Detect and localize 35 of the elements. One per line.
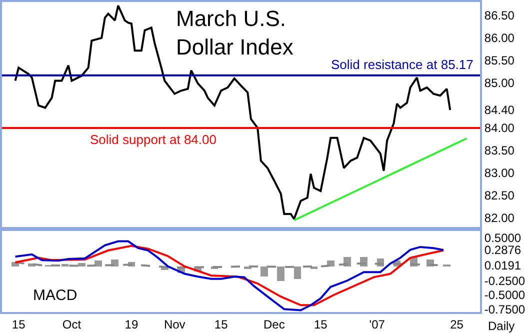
y-tick-label: 86.00 — [484, 31, 515, 46]
bar — [94, 260, 102, 266]
y-tick-label: 85.50 — [484, 54, 515, 68]
y-tick-label: 83.50 — [484, 144, 515, 158]
y-tick-label: 0.0191 — [484, 258, 522, 272]
ref-line-label: Solid support at 84.00 — [90, 132, 216, 147]
text: March U.S. Dollar Index — [176, 6, 294, 60]
x-tick-label: Nov — [164, 317, 186, 332]
x-tick-label: 15 — [314, 317, 328, 332]
x-tick-label: 19 — [124, 317, 138, 332]
ref-line-label: Solid resistance at 85.17 — [331, 57, 474, 72]
x-tick-label: 15 — [214, 317, 228, 332]
x-axis-title: Daily — [488, 319, 515, 333]
annotation: MACD — [33, 287, 78, 304]
y-tick-label: 86.50 — [484, 8, 515, 23]
y-tick-label: 84.00 — [484, 121, 515, 136]
x-tick-label: 15 — [12, 317, 26, 332]
y-tick-label: -0.2500 — [484, 274, 526, 288]
bar — [78, 262, 86, 266]
x-tick-label: 25 — [450, 317, 464, 332]
bar — [260, 266, 268, 277]
y-tick-label: 82.50 — [484, 188, 515, 203]
bar — [294, 266, 302, 279]
y-tick-label: 84.40 — [484, 103, 515, 118]
y-tick-label: -0.7500 — [484, 302, 526, 316]
y-tick-label: 85.00 — [484, 76, 515, 90]
x-tick-label: '07 — [369, 317, 386, 332]
y-tick-label: 0.2876 — [484, 243, 522, 258]
bar — [277, 266, 284, 282]
x-tick-label: Dec — [264, 317, 285, 332]
y-tick-label: 82.00 — [484, 211, 515, 226]
y-tick-label: 83.00 — [484, 166, 515, 180]
x-tick-label: Oct — [62, 317, 82, 332]
y-tick-label: 0.5000 — [484, 231, 522, 246]
y-tick-label: -0.5000 — [484, 288, 526, 302]
